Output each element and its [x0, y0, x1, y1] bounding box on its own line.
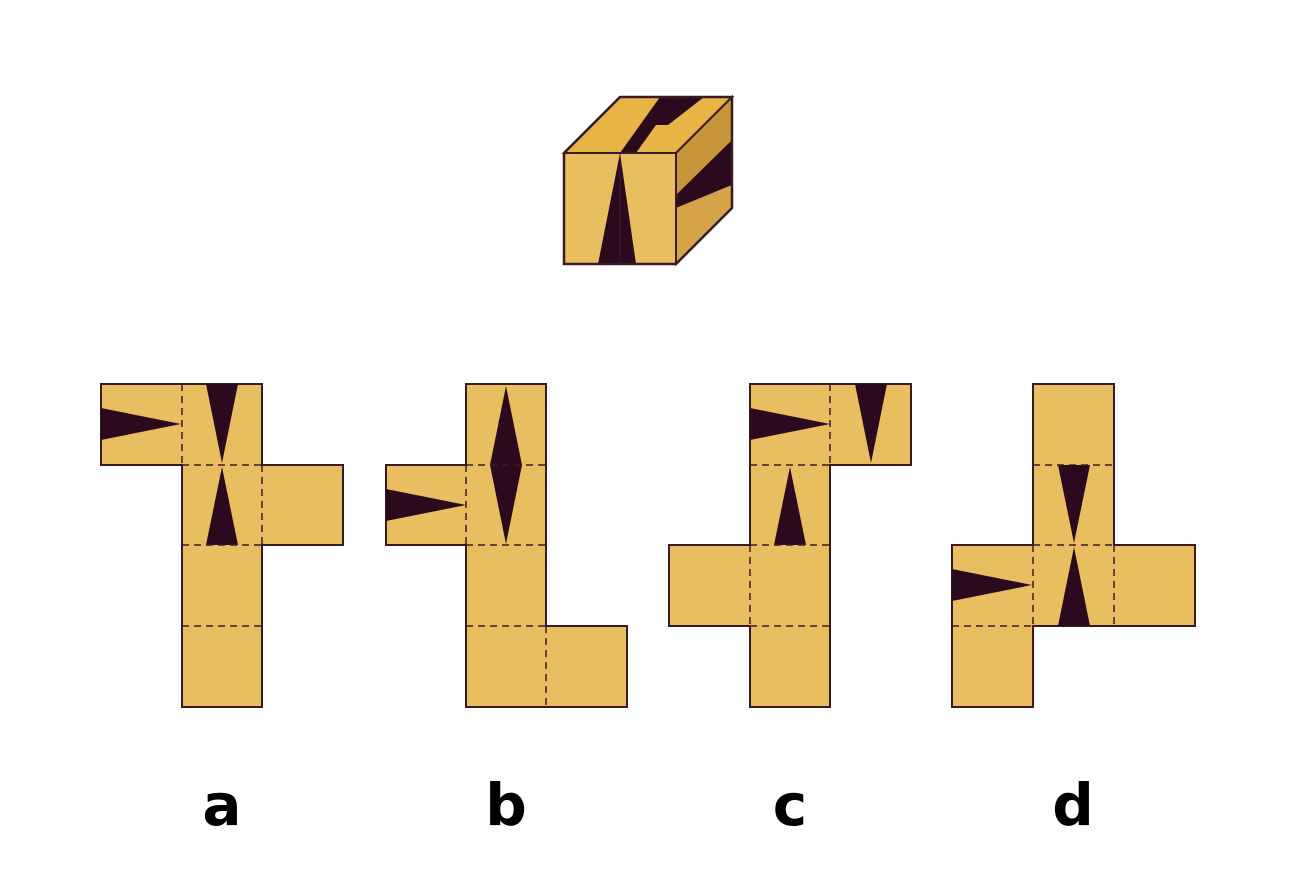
net-c-arrow-left	[750, 408, 830, 440]
cube-top-stripe-right	[652, 97, 704, 125]
net-a-fold-lines	[181, 384, 263, 627]
option-label-b[interactable]: b	[485, 771, 527, 839]
net-b-arrow-left	[386, 489, 466, 521]
net-c-triangle-top-right	[855, 384, 887, 463]
net-b-fold-lines	[465, 464, 547, 707]
option-label-a[interactable]: a	[202, 771, 242, 839]
net-a-arrow-left	[101, 408, 181, 440]
net-d-triangle-upper	[1058, 465, 1090, 543]
cube-front-triangle	[598, 153, 636, 264]
net-c-triangle-mid	[774, 467, 806, 545]
reference-cube	[561, 94, 735, 267]
cube-right-lower	[676, 185, 732, 264]
cube-outline	[562, 95, 734, 266]
cube-right-dark	[676, 140, 732, 208]
cube-top-stripe-left	[620, 97, 676, 153]
option-label-c[interactable]: c	[772, 771, 808, 839]
net-b	[385, 383, 628, 708]
net-c-fold-lines	[749, 384, 831, 627]
net-d-triangle-lower	[1058, 547, 1090, 626]
net-d-fold-lines	[952, 464, 1115, 627]
net-a-triangle-mid	[206, 467, 238, 545]
net-a	[100, 383, 344, 708]
net-d	[951, 383, 1196, 708]
net-a-triangle-top	[206, 384, 238, 463]
option-label-d[interactable]: d	[1052, 771, 1094, 839]
net-c	[668, 383, 912, 708]
net-d-arrow-left	[952, 569, 1032, 601]
